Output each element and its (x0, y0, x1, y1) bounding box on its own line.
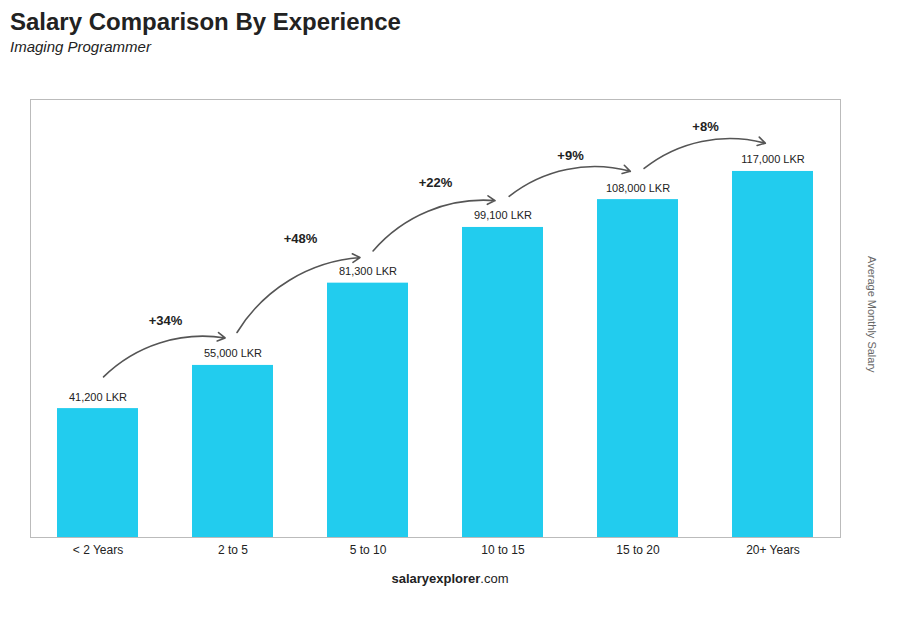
svg-text:20+ Years: 20+ Years (746, 543, 800, 557)
svg-text:2 to 5: 2 to 5 (218, 543, 248, 557)
svg-text:+8%: +8% (692, 119, 719, 134)
svg-text:108,000 LKR: 108,000 LKR (606, 182, 670, 194)
svg-text:+9%: +9% (557, 148, 584, 163)
html-text:Imaging Programmer: Imaging Programmer (10, 38, 151, 55)
svg-text:+22%: +22% (419, 175, 453, 190)
svg-text:99,100 LKR: 99,100 LKR (474, 209, 532, 221)
html-text:Salary Comparison By Experienc: Salary Comparison By Experience (10, 8, 401, 35)
svg-text:5 to 10: 5 to 10 (350, 543, 387, 557)
svg-text:10 to 15: 10 to 15 (481, 543, 525, 557)
svg-text:+48%: +48% (284, 231, 318, 246)
svg-text:15 to 20: 15 to 20 (616, 543, 660, 557)
html-text:Average Monthly Salary: Average Monthly Salary (866, 255, 878, 373)
svg-text:+34%: +34% (149, 313, 183, 328)
svg-text:< 2 Years: < 2 Years (73, 543, 123, 557)
svg-text:117,000 LKR: 117,000 LKR (741, 153, 804, 165)
svg-text:55,000 LKR: 55,000 LKR (204, 347, 262, 359)
svg-text:41,200 LKR: 41,200 LKR (69, 391, 127, 403)
html-text:salary explorer.com: salary explorer.com (391, 571, 509, 586)
svg-text:81,300 LKR: 81,300 LKR (339, 265, 397, 277)
